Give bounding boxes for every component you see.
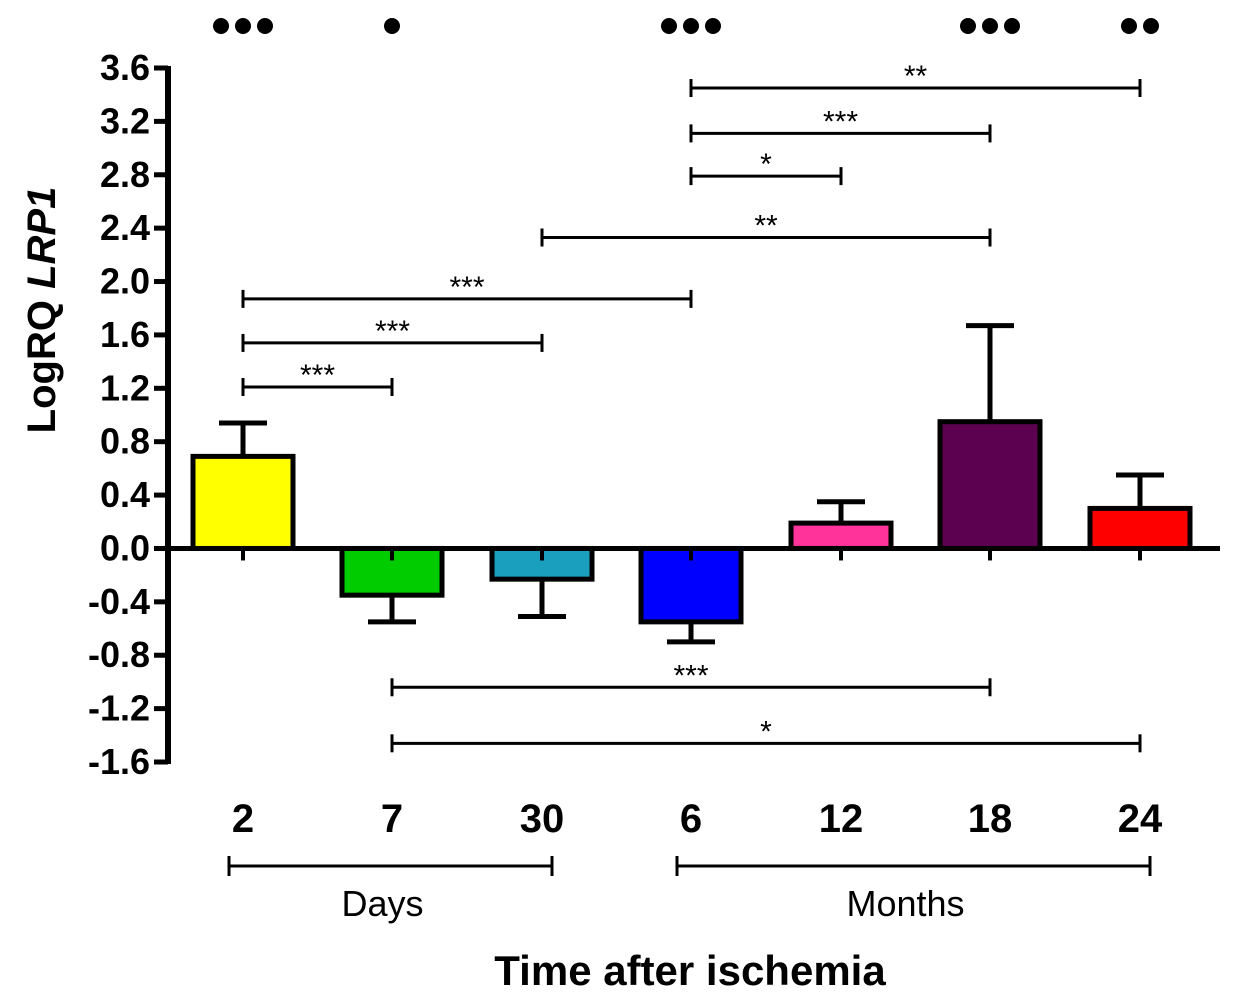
y-tick-label: 2.8 (100, 154, 150, 195)
y-tick-label: 0.0 (100, 527, 150, 568)
y-tick-label: 1.2 (100, 367, 150, 408)
category-labels: 2 7 30 6 12 18 24 (232, 797, 1163, 841)
category-label-7: 7 (381, 797, 403, 841)
comparison-label: * (760, 148, 772, 181)
y-tick-label: -0.8 (88, 634, 150, 675)
significance-dot (661, 18, 677, 34)
category-label-30: 30 (520, 797, 565, 841)
significance-dot (960, 18, 976, 34)
bars (190, 419, 1193, 625)
top-markers (213, 18, 1159, 34)
comparison-label: *** (449, 271, 484, 304)
comparison-label: *** (673, 659, 708, 692)
y-tick-label: 3.2 (100, 100, 150, 141)
significance-dot (705, 18, 721, 34)
comparison-label: * (760, 715, 772, 748)
category-label-12: 12 (819, 797, 864, 841)
zero-baseline (154, 545, 1220, 561)
comparison-label: *** (823, 105, 858, 138)
y-tick-label: 1.6 (100, 314, 150, 355)
significance-dot (1143, 18, 1159, 34)
y-tick-label: -0.4 (88, 581, 150, 622)
bar-6 (638, 545, 744, 625)
y-tick-label: 0.8 (100, 421, 150, 462)
category-label-18: 18 (968, 797, 1013, 841)
bar-24 (1087, 505, 1193, 551)
comparison-label: *** (375, 315, 410, 348)
significance-dot (213, 18, 229, 34)
category-label-2: 2 (232, 797, 254, 841)
significance-dot (683, 18, 699, 34)
y-tick-label: -1.2 (88, 688, 150, 729)
significance-dot (384, 18, 400, 34)
comparison-label: ** (904, 60, 928, 93)
bar-12 (788, 520, 894, 551)
y-tick-label: 2.4 (100, 207, 150, 248)
significance-brackets: ********************* (241, 60, 1142, 753)
group-label-months: Months (846, 883, 964, 924)
group-brackets: Days Months (227, 856, 1152, 924)
significance-dot (1121, 18, 1137, 34)
y-tick-label: 2.0 (100, 261, 150, 302)
comparison-label: ** (754, 209, 778, 242)
significance-dot (1004, 18, 1020, 34)
y-axis-title: LogRQ LRP1 (20, 187, 64, 434)
bar-2 (190, 453, 296, 551)
y-axis: 3.6 3.2 2.8 2.4 2.0 1.6 1.2 0.8 0.4 0.0 -0.4 -0.8 -1… (88, 47, 171, 782)
comparison-label: *** (300, 359, 335, 392)
y-tick-label: 3.6 (100, 47, 150, 88)
y-tick-label: -1.6 (88, 741, 150, 782)
error-bars (219, 323, 1164, 645)
y-tick-label: 0.4 (100, 474, 150, 515)
significance-dot (235, 18, 251, 34)
significance-dot (982, 18, 998, 34)
category-label-6: 6 (680, 797, 702, 841)
bar-18 (937, 419, 1043, 551)
x-axis-title: Time after ischemia (494, 947, 886, 994)
significance-dot (257, 18, 273, 34)
category-label-24: 24 (1118, 797, 1163, 841)
group-label-days: Days (341, 883, 423, 924)
